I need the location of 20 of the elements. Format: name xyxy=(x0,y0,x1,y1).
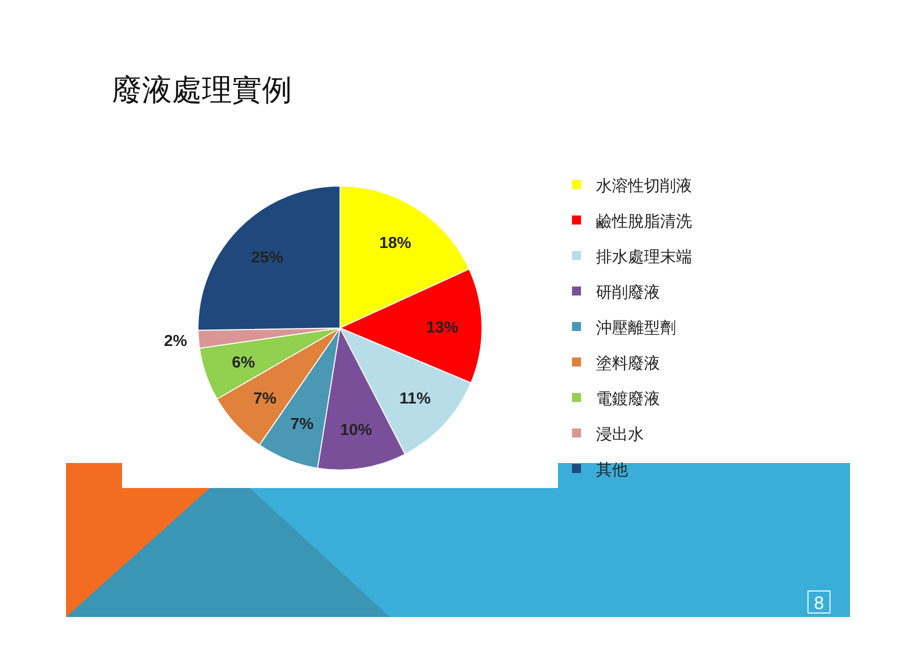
legend-label: 沖壓離型劑 xyxy=(596,319,676,337)
legend-label: 其他 xyxy=(596,461,628,479)
data-label: 7% xyxy=(253,390,276,408)
legend-label: 水溶性切削液 xyxy=(596,177,692,195)
legend-label: 研削廢液 xyxy=(596,284,660,302)
data-label: 2% xyxy=(164,333,188,350)
legend-label: 塗料廢液 xyxy=(596,354,660,372)
data-label: 13% xyxy=(426,319,458,336)
chart-title: 廢液處理實例 xyxy=(112,74,292,107)
data-label: 18% xyxy=(379,234,412,252)
legend-label: 浸出水 xyxy=(596,426,644,444)
data-label: 10% xyxy=(340,422,372,439)
legend-label: 鹼性脫脂清洗 xyxy=(596,212,692,230)
data-label: 25% xyxy=(251,249,284,266)
legend-label: 電鍍廢液 xyxy=(596,390,660,408)
data-label: 7% xyxy=(290,416,314,433)
text: 8 xyxy=(814,593,824,613)
data-label: 6% xyxy=(232,354,255,372)
data-label: 11% xyxy=(400,390,431,408)
legend-label: 排水處理末端 xyxy=(596,248,692,266)
